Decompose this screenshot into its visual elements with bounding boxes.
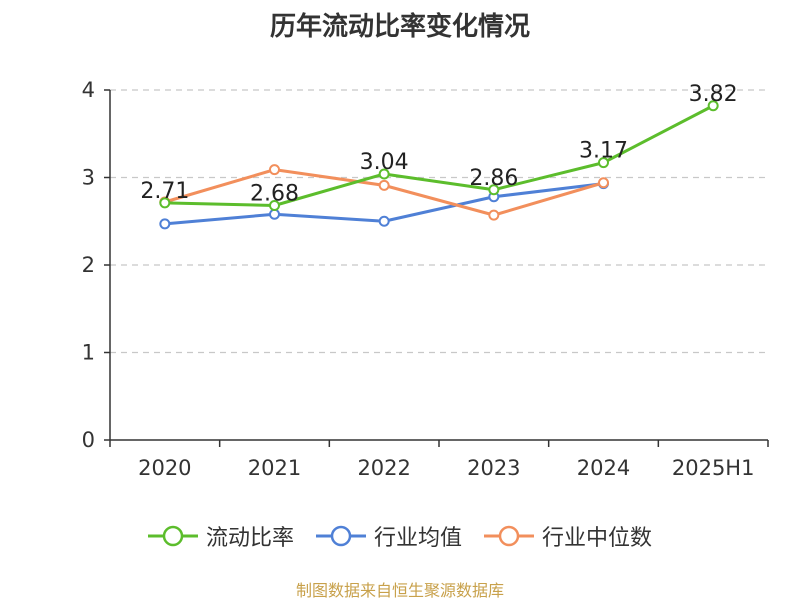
legend: 流动比率 行业均值 行业中位数 — [0, 520, 800, 552]
chart-title: 历年流动比率变化情况 — [269, 12, 530, 42]
axis-layer: 0 1 2 3 4 2020 2021 2022 2023 2024 2025H1 — [82, 78, 769, 480]
series-0-point-2020 — [159, 197, 171, 209]
series-layer — [159, 100, 719, 230]
legend-item-industry-median[interactable]: 行业中位数 — [484, 520, 652, 552]
y-tick-label-3: 3 — [82, 166, 95, 190]
series-0-point-2025H1 — [707, 100, 719, 112]
data-label-2024: 3.17 — [579, 139, 628, 164]
y-tick-label-1: 1 — [82, 341, 95, 365]
legend-item-current-ratio[interactable]: 流动比率 — [147, 520, 294, 552]
legend-label-current-ratio: 流动比率 — [205, 526, 294, 551]
series-0-point-2023 — [488, 184, 500, 196]
legend-item-industry-mean[interactable]: 行业均值 — [315, 520, 462, 552]
series-1-point-2022 — [378, 215, 390, 227]
series-0-point-2022 — [378, 168, 390, 180]
data-label-2022: 3.04 — [360, 150, 409, 175]
series-2-point-2021 — [269, 164, 280, 176]
data-label-2025H1: 3.82 — [689, 82, 738, 107]
data-label-2020: 2.71 — [140, 179, 189, 204]
y-tick-label-2: 2 — [82, 253, 95, 277]
series-1-point-2020 — [159, 218, 171, 230]
legend-label-industry-median: 行业中位数 — [542, 526, 653, 551]
x-tick-label-2022: 2022 — [357, 456, 410, 480]
series-2-point-2024 — [598, 177, 609, 189]
series-2-point-2023 — [488, 209, 500, 221]
series-2-point-2022 — [378, 179, 390, 191]
legend-label-industry-mean: 行业均值 — [373, 526, 462, 551]
x-tick-label-2025H1: 2025H1 — [672, 456, 755, 480]
data-label-layer: 2.71 2.68 3.04 2.86 3.17 3.82 — [140, 82, 737, 207]
y-tick-label-0: 0 — [82, 428, 95, 452]
y-tick-label-4: 4 — [82, 78, 95, 102]
series-0-point-2021 — [269, 200, 280, 211]
series-0-point-2024 — [598, 157, 609, 169]
legend-marker-industry-mean-icon — [315, 525, 366, 547]
data-label-2021: 2.68 — [250, 182, 299, 207]
series-1-point-2021 — [269, 208, 280, 220]
legend-marker-industry-median-icon — [484, 525, 534, 547]
series-line-0 — [164, 104, 714, 207]
x-tick-label-2021: 2021 — [248, 456, 301, 480]
data-source-note: 制图数据来自恒生聚源数据库 — [295, 581, 504, 600]
x-tick-label-2023: 2023 — [467, 456, 520, 480]
data-label-2023: 2.86 — [469, 166, 518, 191]
x-tick-label-2024: 2024 — [577, 456, 630, 480]
x-tick-label-2020: 2020 — [138, 456, 191, 480]
legend-marker-current-ratio-icon — [147, 525, 198, 547]
